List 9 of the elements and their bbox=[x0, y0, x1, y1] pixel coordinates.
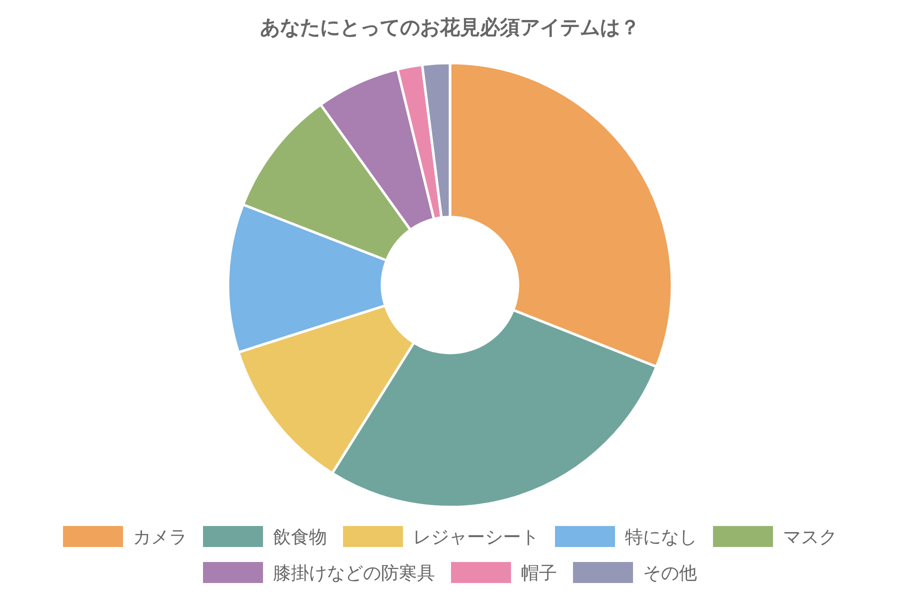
chart-title: あなたにとってのお花見必須アイテムは？ bbox=[260, 15, 640, 39]
legend-label: 膝掛けなどの防寒具 bbox=[273, 563, 435, 584]
legend-label: レジャーシート bbox=[413, 527, 539, 548]
legend-label: マスク bbox=[783, 527, 837, 548]
legend-label: 帽子 bbox=[521, 563, 557, 584]
legend-label: その他 bbox=[643, 563, 697, 584]
legend-label: 特になし bbox=[625, 527, 697, 548]
legend-label: 飲食物 bbox=[273, 527, 327, 548]
legend-label: カメラ bbox=[133, 527, 187, 548]
